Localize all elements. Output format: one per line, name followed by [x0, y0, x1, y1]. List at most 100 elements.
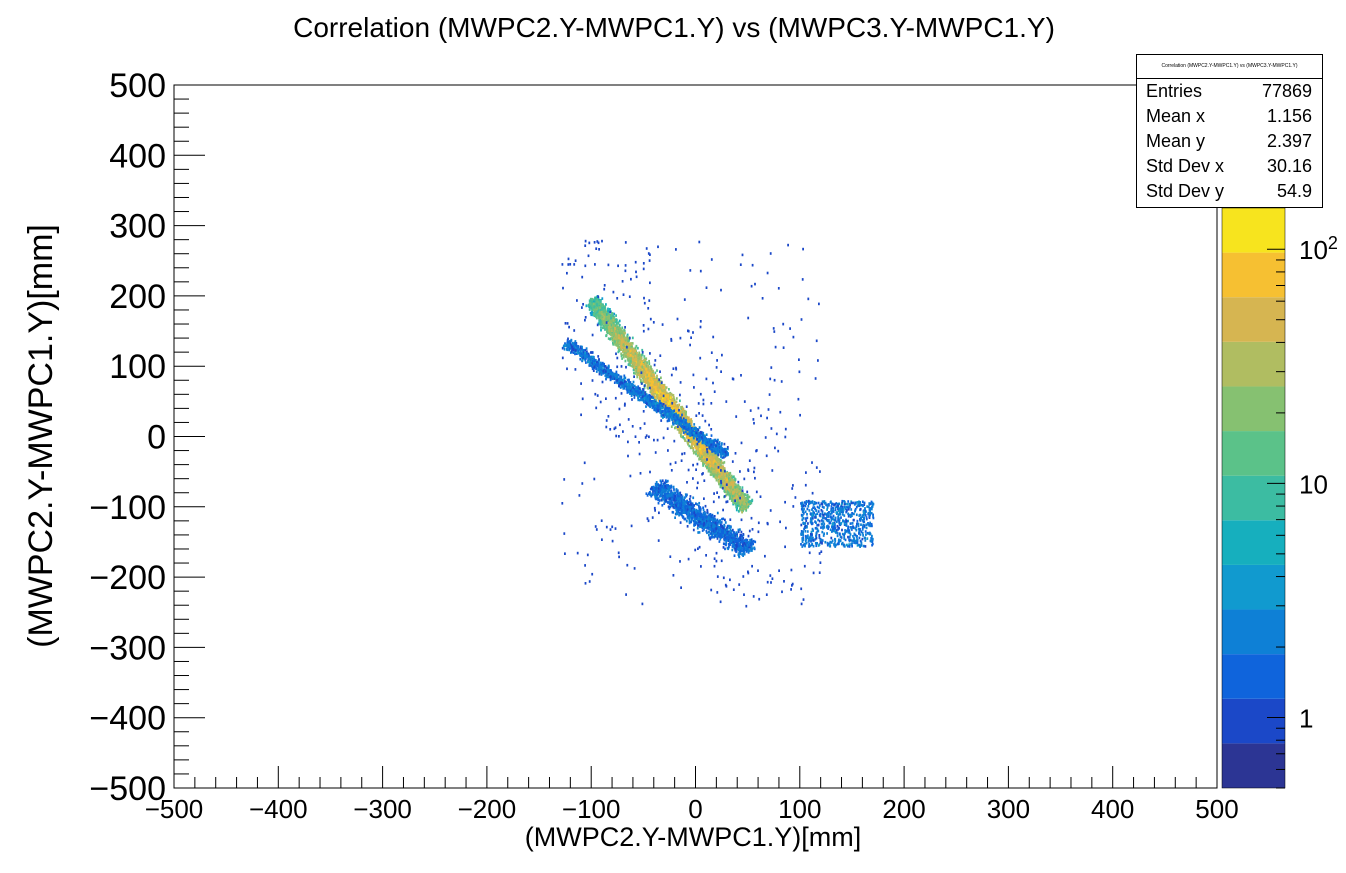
heatmap-bin [647, 381, 650, 384]
heatmap-bin [615, 344, 618, 347]
heatmap-bin [737, 502, 739, 505]
heatmap-bin [734, 479, 736, 483]
heatmap-bin [623, 329, 626, 333]
heatmap-bin [686, 430, 688, 434]
heatmap-bin [725, 485, 728, 488]
heatmap-bin [602, 321, 605, 325]
heatmap-bin [596, 298, 599, 301]
heatmap-bin [700, 441, 703, 445]
heatmap-bin [747, 497, 749, 500]
heatmap-bin [596, 304, 598, 307]
heatmap-bin [702, 453, 705, 456]
heatmap-bin [655, 377, 658, 380]
heatmap-bin [644, 375, 647, 379]
heatmap-bin [679, 430, 682, 434]
heatmap-bin [659, 391, 662, 394]
heatmap-bin [746, 493, 749, 497]
heatmap-bin [638, 351, 641, 355]
heatmap-bin [713, 473, 715, 477]
heatmap-bin [615, 314, 617, 317]
heatmap-bin [746, 503, 749, 506]
heatmap-bin [720, 486, 723, 489]
heatmap-bin [663, 405, 665, 409]
heatmap-bin [648, 359, 650, 363]
heatmap-bin [633, 356, 636, 360]
heatmap-bin [698, 447, 700, 450]
heatmap-bin [725, 488, 727, 492]
heatmap-bin [628, 346, 631, 350]
heatmap-bin [715, 452, 718, 456]
heatmap-bin [631, 336, 634, 340]
heatmap-bin [682, 412, 685, 416]
heatmap-bin [678, 431, 681, 434]
heatmap-bin [701, 447, 703, 450]
heatmap-bin [712, 474, 715, 478]
heatmap-bin [680, 430, 683, 434]
heatmap-bin [745, 500, 748, 503]
heatmap-bin [640, 363, 643, 366]
heatmap-bin [669, 392, 672, 396]
heatmap-bin [596, 313, 599, 317]
heatmap-bin [665, 397, 668, 401]
heatmap-bin [751, 498, 754, 502]
heatmap-bin [676, 410, 679, 414]
heatmap-bin [650, 390, 653, 393]
heatmap-bin [748, 495, 751, 499]
heatmap-bin [608, 330, 611, 333]
heatmap-bin [613, 317, 615, 320]
heatmap-bin [735, 486, 738, 489]
heatmap-bin [592, 308, 595, 311]
heatmap-bin [738, 509, 741, 512]
heatmap-bin [649, 390, 652, 393]
heatmap-bin [653, 381, 656, 384]
heatmap-bin [745, 498, 747, 502]
heatmap-bin [607, 307, 609, 311]
heatmap-bin [665, 396, 668, 399]
heatmap-bin [697, 451, 699, 455]
heatmap-bin [683, 409, 686, 413]
heatmap-bin [697, 448, 699, 451]
heatmap-bin [647, 384, 650, 387]
heatmap-bin [595, 300, 598, 303]
heatmap-bin [617, 350, 620, 354]
heatmap-bin [619, 329, 622, 333]
heatmap-bin [643, 362, 646, 365]
heatmap-bin [658, 383, 661, 386]
heatmap-bin [626, 357, 629, 361]
heatmap-bin [681, 411, 684, 414]
heatmap-bin [598, 311, 601, 314]
heatmap-bin [654, 395, 657, 399]
heatmap-bin [719, 458, 722, 462]
heatmap-bin [593, 298, 596, 302]
heatmap-bin [653, 385, 656, 389]
heatmap-bin [622, 355, 625, 359]
heatmap-bin [671, 397, 673, 400]
heatmap-bin [708, 452, 711, 456]
heatmap-bin [623, 334, 625, 338]
heatmap-bin [604, 317, 607, 321]
heatmap-bin [696, 445, 698, 449]
heatmap-bin [605, 334, 608, 337]
heatmap-bin [605, 319, 608, 323]
heatmap-bin [635, 365, 638, 368]
heatmap-bin [633, 371, 635, 375]
heatmap-bin [659, 396, 662, 399]
heatmap-bin [598, 312, 601, 316]
heatmap-bin [629, 349, 632, 353]
heatmap-bin [684, 439, 687, 442]
heatmap-bin [591, 297, 594, 301]
heatmap-bin [654, 371, 657, 375]
heatmap-bin [652, 369, 654, 373]
heatmap-bin [637, 360, 639, 364]
heatmap-bin [724, 473, 726, 476]
heatmap-bin [634, 372, 637, 375]
heatmap-bin [632, 353, 635, 357]
heatmap-bin [651, 379, 654, 382]
heatmap-bin [654, 383, 656, 386]
heatmap-bin [641, 348, 644, 352]
heatmap-bin [688, 437, 691, 440]
heatmap-bin [624, 348, 627, 351]
heatmap-bin [735, 495, 738, 499]
heatmap-bin [730, 499, 733, 502]
